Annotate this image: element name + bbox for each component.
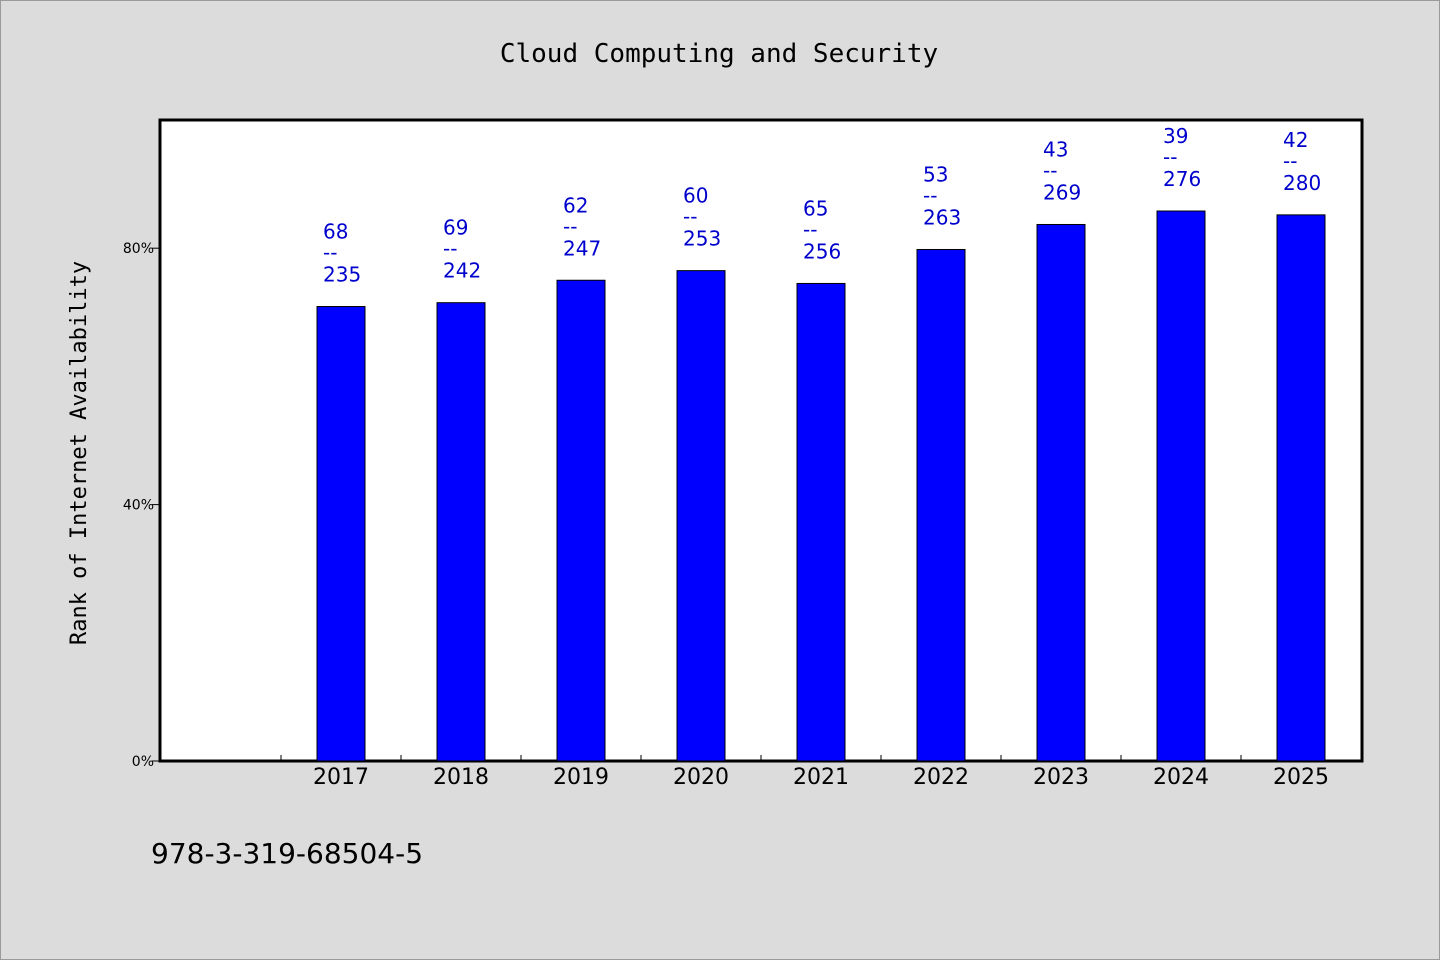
data-label-bottom: 263 — [923, 205, 961, 229]
y-tick-label: 40% — [123, 498, 154, 514]
data-label-separator: -- — [1163, 145, 1177, 169]
x-tick-label: 2019 — [553, 765, 609, 790]
data-label-top: 53 — [923, 162, 948, 186]
data-label-bottom: 269 — [1043, 180, 1081, 204]
bar-2023 — [1036, 223, 1086, 762]
data-label-top: 62 — [563, 193, 588, 217]
x-tick-label: 2023 — [1033, 765, 1089, 790]
x-tick-label: 2017 — [313, 765, 369, 790]
x-tick-label: 2022 — [913, 765, 969, 790]
data-label-separator: -- — [563, 214, 577, 238]
bar-2024 — [1156, 210, 1206, 762]
data-label-top: 68 — [323, 220, 348, 244]
data-label-separator: -- — [1283, 149, 1297, 173]
data-label-separator: -- — [803, 217, 817, 241]
chart-title: Cloud Computing and Security — [500, 39, 938, 69]
bar-2021 — [796, 282, 846, 762]
data-label-top: 43 — [1043, 137, 1068, 161]
data-label-bottom: 256 — [803, 239, 841, 263]
bar-2025 — [1276, 214, 1326, 762]
data-label-bottom: 253 — [683, 227, 721, 251]
data-label-separator: -- — [1043, 158, 1057, 182]
y-axis-label: Rank of Internet Availability — [67, 261, 92, 645]
bar-2022 — [916, 248, 966, 762]
data-label-bottom: 242 — [443, 259, 481, 283]
data-label-top: 60 — [683, 184, 708, 208]
data-label-separator: -- — [683, 205, 697, 229]
data-label-bottom: 247 — [563, 236, 601, 260]
data-label-top: 42 — [1283, 128, 1308, 152]
bar-2019 — [556, 279, 606, 762]
bar-2017 — [316, 306, 366, 762]
x-tick-label: 2024 — [1153, 765, 1209, 790]
x-tick-label: 2020 — [673, 765, 729, 790]
data-label-top: 69 — [443, 216, 468, 240]
data-label-top: 39 — [1163, 124, 1188, 148]
isbn-footer: 978-3-319-68504-5 — [151, 837, 423, 870]
data-label-bottom: 276 — [1163, 167, 1201, 191]
data-label-top: 65 — [803, 196, 828, 220]
data-label-separator: -- — [443, 237, 457, 261]
x-tick-label: 2025 — [1273, 765, 1329, 790]
bar-2020 — [676, 270, 726, 762]
bar-2018 — [436, 302, 486, 762]
data-label-bottom: 235 — [323, 263, 361, 287]
data-label-separator: -- — [923, 183, 937, 207]
data-label-bottom: 280 — [1283, 171, 1321, 195]
x-tick-label: 2018 — [433, 765, 489, 790]
chart-marks: 0%40%80%68--235201769--242201862--247201… — [123, 124, 1362, 790]
y-tick-label: 80% — [123, 241, 154, 257]
y-tick-label: 0% — [132, 754, 154, 770]
data-label-separator: -- — [323, 241, 337, 265]
x-tick-label: 2021 — [793, 765, 849, 790]
